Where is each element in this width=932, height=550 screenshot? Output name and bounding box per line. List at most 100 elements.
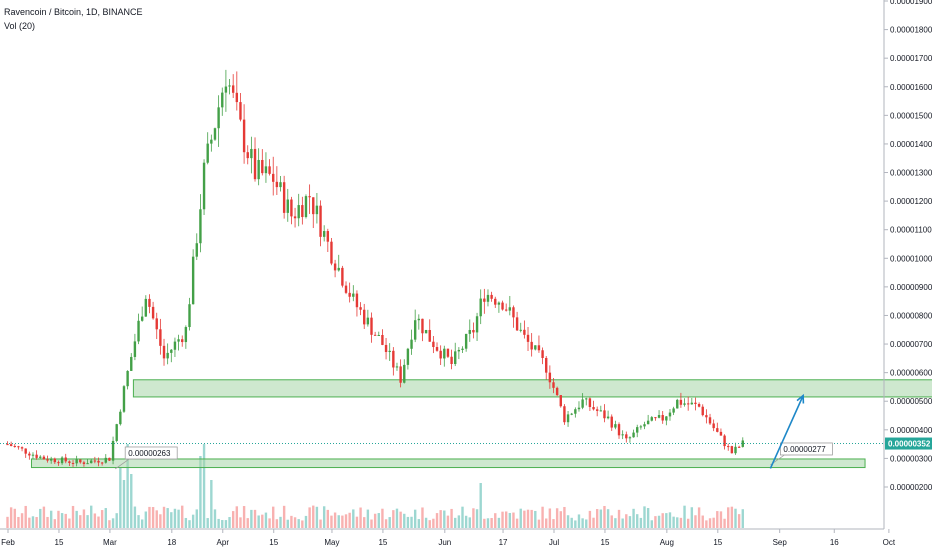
candle-body — [628, 437, 632, 439]
volume-bar — [719, 511, 723, 528]
volume-bar — [614, 518, 617, 528]
candle-body — [610, 416, 613, 428]
volume-bar — [486, 518, 490, 528]
callout-label: 0.00000263 — [128, 449, 171, 458]
volume-bar — [734, 508, 737, 528]
candle-body — [668, 412, 672, 417]
volume-bar — [35, 517, 38, 528]
price-axis[interactable]: 0.00000200 0.00000300 0.00000400 0.00000500… — [883, 0, 932, 529]
volume-bar — [373, 513, 377, 528]
candle-body — [614, 424, 617, 428]
volume-bar — [483, 518, 486, 528]
volume-bar — [13, 508, 16, 528]
candle-body — [672, 408, 675, 413]
volume-bar — [494, 513, 497, 528]
x-tick-label: Sep — [773, 538, 788, 547]
volume-bar — [293, 517, 297, 528]
volume-bar — [454, 517, 457, 528]
volume-bar — [723, 518, 726, 528]
volume-bar — [577, 514, 581, 528]
candle-body — [559, 395, 562, 407]
candle-body — [148, 298, 151, 307]
x-tick-label: 15 — [269, 538, 278, 547]
candle-body — [676, 399, 679, 409]
volume-bar — [181, 505, 184, 528]
volume-bar — [122, 480, 126, 528]
volume-bar — [100, 510, 104, 528]
volume-bar — [279, 516, 282, 528]
last-price-badge — [885, 437, 932, 450]
support-zone — [132, 379, 932, 398]
volume-bar — [159, 514, 162, 528]
candle-body — [428, 330, 431, 342]
candlesticks — [6, 69, 744, 467]
candle-body — [322, 231, 326, 237]
candle-body — [239, 102, 242, 120]
volume-bar — [628, 516, 632, 528]
candle-body — [308, 196, 311, 198]
volume-bar — [403, 513, 406, 528]
volume-bar — [413, 509, 417, 528]
projection-arrow-head — [796, 393, 805, 404]
volume-bar — [468, 517, 471, 528]
volume-bar — [224, 520, 228, 528]
volume-bar — [348, 512, 351, 528]
candle-body — [595, 409, 599, 411]
candle-body — [679, 399, 683, 405]
candle-body — [60, 457, 64, 464]
candle-body — [355, 293, 359, 308]
candle-body — [64, 457, 67, 462]
volume-bar — [166, 508, 169, 528]
volume-bar — [64, 513, 67, 528]
volume-bar — [490, 518, 493, 528]
candle-body — [297, 205, 300, 219]
candle-body — [235, 92, 239, 103]
candle-body — [555, 387, 559, 396]
time-axis[interactable]: Feb 15 Mar 18 Apr 15 May 15 Jun 17 Jul 15 Aug 15 Sep 16… — [0, 528, 896, 547]
volume-bar — [366, 509, 370, 528]
candle-body — [450, 356, 453, 364]
x-tick-label: Jul — [549, 538, 559, 547]
candle-body — [646, 420, 650, 425]
volume-bar — [93, 513, 97, 528]
candle-body — [181, 339, 184, 343]
candle-body — [9, 444, 13, 446]
candle-body — [202, 162, 206, 210]
candle-body — [159, 329, 162, 346]
volume-bar — [545, 518, 548, 528]
candle-body — [472, 329, 475, 333]
candle-body — [253, 148, 257, 180]
volume-bar — [388, 517, 391, 528]
volume-bar — [140, 519, 144, 528]
volume-bar — [464, 515, 468, 528]
x-tick-label: Jun — [438, 538, 451, 547]
volume-bar — [217, 518, 220, 528]
volume-bar — [424, 517, 428, 528]
volume-bar — [115, 513, 118, 528]
volume-bar — [148, 506, 151, 528]
candle-body — [71, 462, 75, 464]
candle-body — [104, 457, 107, 463]
volume-bar — [359, 507, 362, 528]
volume-bar — [195, 509, 198, 528]
volume-bar — [690, 507, 694, 528]
candle-body — [111, 440, 115, 461]
volume-bar — [46, 516, 49, 528]
y-tick-label: 0.00000900 — [890, 283, 932, 292]
volume-bar — [170, 512, 173, 528]
candle-body — [599, 410, 603, 412]
x-tick-label: 15 — [55, 538, 64, 547]
volume-bar — [173, 508, 177, 528]
candle-body — [221, 92, 224, 108]
candle-body — [140, 316, 144, 321]
callout-box[interactable] — [124, 446, 178, 460]
volume-bar — [253, 509, 257, 528]
candle-body — [497, 302, 501, 305]
candle-body — [483, 298, 486, 302]
volume-bar — [39, 508, 42, 528]
y-tick-label: 0.00001800 — [890, 26, 932, 35]
candle-body — [406, 348, 410, 365]
candle-body — [588, 398, 592, 408]
callout-box[interactable] — [780, 442, 833, 456]
